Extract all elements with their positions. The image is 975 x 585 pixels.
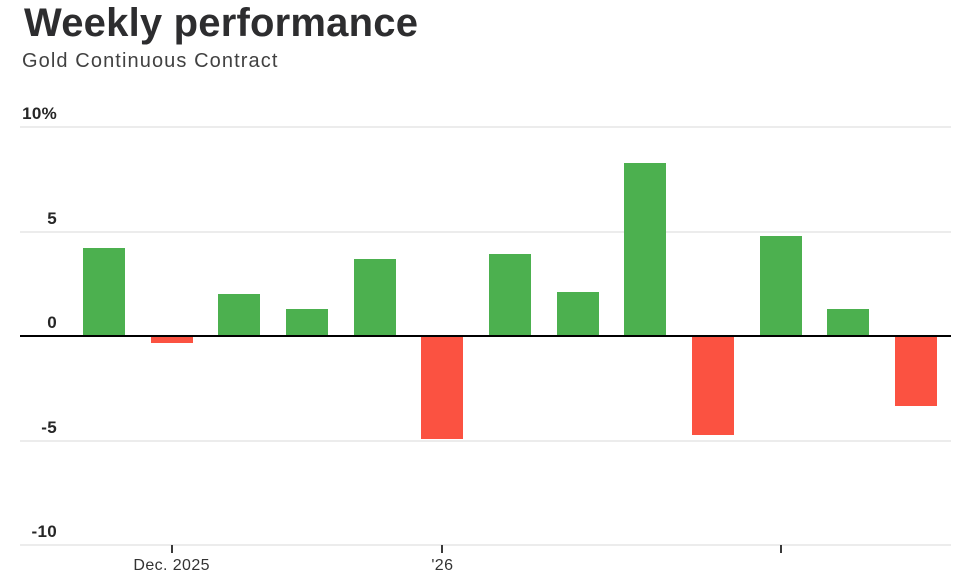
bar-week-6-negative bbox=[421, 337, 464, 440]
x-axis-tick-3 bbox=[779, 545, 782, 553]
chart-title: Weekly performance bbox=[24, 1, 419, 45]
bar-week-5-positive bbox=[353, 258, 396, 336]
bar-week-12-positive bbox=[827, 308, 870, 336]
gridline--10 bbox=[20, 544, 951, 546]
y-axis-label--5: -5 bbox=[41, 417, 57, 437]
bar-week-4-positive bbox=[286, 308, 328, 336]
bar-week-7-positive bbox=[489, 254, 532, 336]
bar-week-13-negative bbox=[895, 337, 938, 406]
zero-baseline bbox=[20, 335, 951, 337]
y-axis-label--10: -10 bbox=[31, 522, 57, 541]
y-axis-label-0: 0 bbox=[47, 313, 57, 332]
gridline--5 bbox=[20, 439, 951, 442]
bar-week-9-positive bbox=[624, 162, 667, 336]
y-axis-label-10%: 10% bbox=[22, 104, 57, 123]
y-axis-label-5: 5 bbox=[47, 208, 57, 228]
bar-week-8-positive bbox=[556, 292, 599, 336]
x-axis-tick-1 bbox=[170, 545, 173, 553]
x-axis-tick-2 bbox=[441, 545, 444, 553]
x-axis-label-1: Dec. 2025 bbox=[133, 557, 210, 574]
bar-week-11-positive bbox=[759, 235, 802, 336]
bar-week-3-positive bbox=[218, 294, 261, 336]
x-axis-label-2: '26 bbox=[431, 557, 454, 574]
bar-week-1-positive bbox=[83, 248, 125, 336]
chart-subtitle: Gold Continuous Contract bbox=[22, 50, 279, 72]
bar-week-2-negative bbox=[150, 337, 193, 344]
bar-week-10-negative bbox=[692, 337, 735, 436]
gridline-10% bbox=[20, 126, 951, 128]
gridline-5 bbox=[20, 230, 951, 233]
